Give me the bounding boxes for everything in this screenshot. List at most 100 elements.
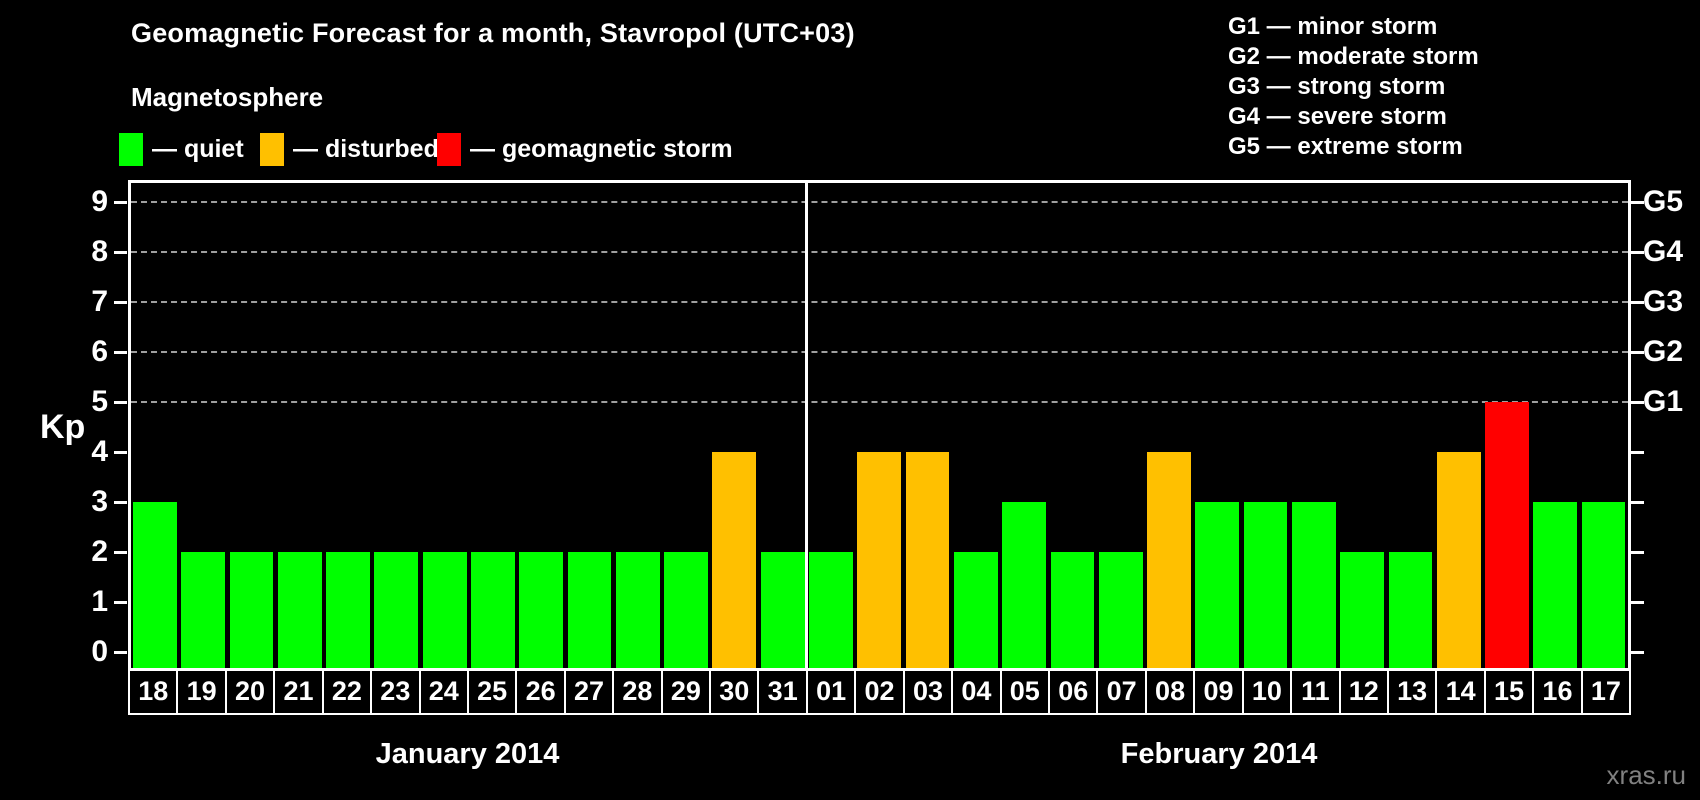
legend-item-storm: — geomagnetic storm	[437, 132, 733, 166]
date-cell-18: 18	[128, 668, 179, 715]
kp-bar-26	[519, 552, 564, 668]
right-tick-kp3	[1631, 501, 1644, 504]
kp-bar-01	[809, 552, 853, 668]
date-cell-21: 21	[273, 668, 324, 715]
right-axis-label-g1: G1	[1643, 385, 1684, 418]
date-cell-23: 23	[370, 668, 421, 715]
watermark: xras.ru	[1606, 760, 1686, 790]
date-cell-09: 09	[1193, 668, 1244, 715]
y-axis-label-6: 6	[91, 335, 108, 368]
kp-bar-29	[664, 552, 708, 668]
kp-bar-31	[760, 552, 805, 668]
kp-bar-14	[1436, 452, 1481, 668]
date-cell-26: 26	[515, 668, 566, 715]
kp-bar-17	[1581, 502, 1626, 668]
kp-bar-16	[1533, 502, 1578, 668]
date-cell-04: 04	[951, 668, 1002, 715]
date-cell-30: 30	[709, 668, 760, 715]
disturbed-color-swatch	[260, 132, 284, 166]
date-cell-11: 11	[1290, 668, 1341, 715]
gridline-kp7	[131, 301, 1628, 303]
y-axis-label-7: 7	[91, 285, 108, 318]
date-cell-02: 02	[854, 668, 905, 715]
left-tick-kp9	[114, 201, 127, 204]
kp-bar-25	[471, 552, 515, 668]
storm-scale-legend: G1 — minor storm G2 — moderate storm G3 …	[1228, 12, 1479, 162]
disturbed-legend-label: — disturbed	[293, 134, 439, 163]
date-cell-13: 13	[1386, 668, 1438, 715]
kp-bar-09	[1195, 502, 1240, 668]
right-tick-kp8	[1631, 251, 1644, 254]
kp-bar-27	[567, 552, 612, 668]
gridline-kp5	[131, 401, 1628, 403]
right-axis-label-g5: G5	[1643, 185, 1684, 218]
kp-bar-15	[1485, 402, 1529, 668]
y-axis-label-0: 0	[91, 635, 108, 668]
date-cell-27: 27	[563, 668, 615, 715]
left-tick-kp2	[114, 551, 127, 554]
y-axis-label-9: 9	[91, 185, 108, 218]
kp-bar-13	[1388, 552, 1433, 668]
kp-bar-03	[905, 452, 950, 668]
date-cell-24: 24	[418, 668, 469, 715]
quiet-legend-label: — quiet	[152, 134, 244, 163]
storm-scale-g3: G3 — strong storm	[1228, 73, 1446, 100]
date-cell-16: 16	[1532, 668, 1583, 715]
kp-bar-12	[1340, 552, 1385, 668]
kp-bar-08	[1147, 452, 1191, 668]
kp-bar-20	[229, 552, 274, 668]
left-tick-kp3	[114, 501, 127, 504]
date-cell-15: 15	[1483, 668, 1535, 715]
left-tick-kp1	[114, 601, 127, 604]
right-tick-kp5	[1631, 401, 1644, 404]
y-axis-label-2: 2	[91, 535, 108, 568]
right-axis-label-g3: G3	[1643, 285, 1684, 318]
date-cell-31: 31	[757, 668, 808, 715]
storm-legend-label: — geomagnetic storm	[470, 134, 733, 163]
kp-axis-label: Kp	[40, 408, 86, 446]
right-tick-kp0	[1631, 651, 1644, 654]
date-cell-17: 17	[1580, 668, 1632, 715]
storm-scale-g2: G2 — moderate storm	[1228, 43, 1479, 70]
kp-bar-05	[1002, 502, 1046, 668]
kp-bar-28	[615, 552, 660, 668]
y-axis-label-1: 1	[91, 585, 108, 618]
gridline-kp9	[131, 201, 1628, 203]
chart-title: Geomagnetic Forecast for a month, Stavro…	[131, 18, 855, 48]
y-axis-label-5: 5	[91, 385, 108, 418]
date-cell-05: 05	[999, 668, 1051, 715]
date-cell-20: 20	[224, 668, 276, 715]
left-tick-kp6	[114, 351, 127, 354]
date-cell-14: 14	[1435, 668, 1486, 715]
kp-bar-04	[953, 552, 998, 668]
kp-bar-07	[1098, 552, 1143, 668]
date-cell-29: 29	[660, 668, 712, 715]
kp-bar-24	[422, 552, 467, 668]
date-cell-22: 22	[321, 668, 373, 715]
month-label-january: January 2014	[375, 738, 560, 770]
date-cell-25: 25	[466, 668, 518, 715]
kp-bar-06	[1050, 552, 1095, 668]
month-label-february: February 2014	[1120, 738, 1318, 770]
left-tick-kp7	[114, 301, 127, 304]
kp-bar-30	[712, 452, 757, 668]
date-cell-06: 06	[1048, 668, 1099, 715]
y-axis-label-8: 8	[91, 235, 108, 268]
date-cell-19: 19	[176, 668, 227, 715]
date-cell-08: 08	[1144, 668, 1196, 715]
right-axis-label-g2: G2	[1643, 335, 1684, 368]
date-cell-28: 28	[612, 668, 663, 715]
y-axis-label-4: 4	[91, 435, 108, 468]
legend-item-disturbed: — disturbed	[260, 132, 439, 166]
date-cell-12: 12	[1338, 668, 1389, 715]
gridline-kp6	[131, 351, 1628, 353]
left-tick-kp8	[114, 251, 127, 254]
kp-bar-23	[374, 552, 419, 668]
left-tick-kp5	[114, 401, 127, 404]
kp-bar-21	[277, 552, 322, 668]
right-tick-kp1	[1631, 601, 1644, 604]
storm-color-swatch	[437, 132, 461, 166]
left-tick-kp4	[114, 451, 127, 454]
gridline-kp8	[131, 251, 1628, 253]
y-axis-label-3: 3	[91, 485, 108, 518]
